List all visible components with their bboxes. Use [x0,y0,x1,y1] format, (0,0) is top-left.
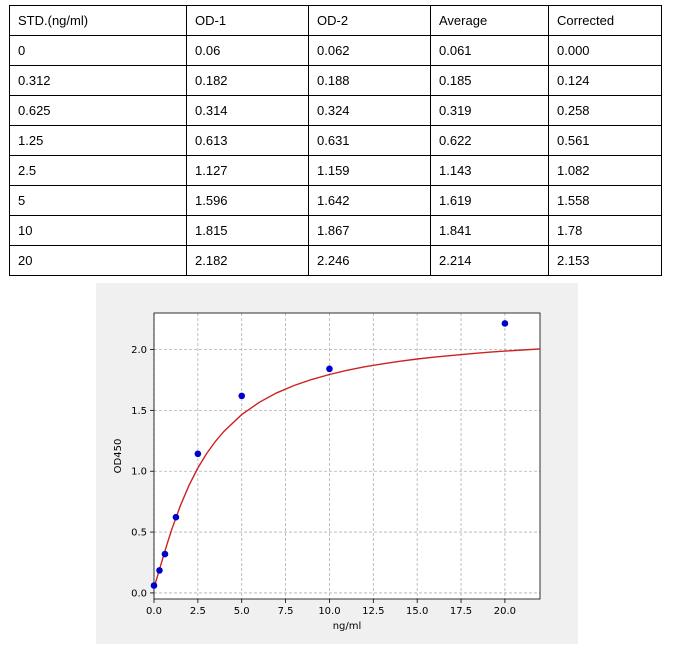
x-tick-label: 10.0 [318,606,340,617]
table-row: 20 2.182 2.246 2.214 2.153 [9,245,662,276]
column-header: STD.(ng/ml) [9,5,187,36]
table-cell: 1.159 [308,155,431,186]
table-cell: 1.082 [548,155,662,186]
table-cell: 1.815 [186,215,309,246]
table-row: 5 1.596 1.642 1.619 1.558 [9,185,662,216]
table-cell: 5 [9,185,187,216]
table-cell: 10 [9,215,187,246]
plot-area [154,313,540,599]
table-cell: 0.622 [430,125,549,156]
table-cell: 1.596 [186,185,309,216]
table-cell: 0.613 [186,125,309,156]
table-cell: 0.062 [308,35,431,66]
table-cell: 20 [9,245,187,276]
table-cell: 2.5 [9,155,187,186]
table-cell: 0.324 [308,95,431,126]
table-cell: 0.314 [186,95,309,126]
data-point [194,450,202,458]
table-cell: 0.625 [9,95,187,126]
x-tick-label: 5.0 [234,606,250,617]
x-tick-label: 17.5 [450,606,472,617]
y-tick-label: 1.5 [131,406,147,417]
column-header: Average [430,5,549,36]
column-header: OD-2 [308,5,431,36]
y-tick-label: 2.0 [131,345,147,356]
table-cell: 0.06 [186,35,309,66]
table-cell: 1.78 [548,215,662,246]
y-tick-label: 0.5 [131,528,147,539]
standard-curve-table: STD.(ng/ml) OD-1 OD-2 Average Corrected 0 0.06… [9,5,662,276]
data-point [326,365,333,373]
column-header: OD-1 [186,5,309,36]
data-point [501,320,509,327]
table-cell: 0.061 [430,35,549,66]
x-tick-label: 15.0 [406,606,428,617]
table-cell: 0.000 [548,35,662,66]
table-cell: 0.319 [430,95,549,126]
chart-panel: 0.0 2.5 5.0 7.5 10.0 12.5 15.0 17.5 20.0 0.0 0.5 1.… [96,283,578,644]
table-row: 0 0.06 0.062 0.061 0.000 [9,35,662,66]
table-cell: 1.25 [9,125,187,156]
table-cell: 0.124 [548,65,662,96]
table-cell: 1.619 [430,185,549,216]
x-axis-label: ng/ml [333,621,362,632]
table-cell: 1.867 [308,215,431,246]
table-cell: 1.143 [430,155,549,186]
table-cell: 0 [9,35,187,66]
table-cell: 1.841 [430,215,549,246]
table-cell: 1.558 [548,185,662,216]
data-point [161,550,169,558]
standard-curve-chart: 0.0 2.5 5.0 7.5 10.0 12.5 15.0 17.5 20.0 0.0 0.5 1.… [113,312,541,632]
table-row: 0.312 0.182 0.188 0.185 0.124 [9,65,662,96]
x-tick-label: 2.5 [190,606,206,617]
fit-curve-line [153,348,541,589]
table-cell: 0.182 [186,65,309,96]
data-point [150,582,158,589]
table-row: 10 1.815 1.867 1.841 1.78 [9,215,662,246]
x-tick-label: 20.0 [494,606,516,617]
table-header-row: STD.(ng/ml) OD-1 OD-2 Average Corrected [9,5,662,36]
table-cell: 0.185 [430,65,549,96]
table-cell: 0.312 [9,65,187,96]
table-cell: 2.153 [548,245,662,276]
data-point [172,513,180,521]
x-tick-label: 0.0 [146,606,162,617]
table-cell: 0.561 [548,125,662,156]
x-tick-label: 7.5 [278,606,294,617]
y-axis-label: OD450 [113,439,124,474]
table-cell: 2.246 [308,245,431,276]
table-row: 0.625 0.314 0.324 0.319 0.258 [9,95,662,126]
plot-frame [153,312,541,600]
data-point [238,392,246,400]
table-cell: 0.258 [548,95,662,126]
x-tick-label: 12.5 [362,606,384,617]
table-row: 2.5 1.127 1.159 1.143 1.082 [9,155,662,186]
table-cell: 1.127 [186,155,309,186]
table-cell: 2.182 [186,245,309,276]
y-tick-label: 0.0 [131,588,147,599]
data-point [156,567,163,574]
table-cell: 0.188 [308,65,431,96]
table-row: 1.25 0.613 0.631 0.622 0.561 [9,125,662,156]
table-cell: 0.631 [308,125,431,156]
table-cell: 1.642 [308,185,431,216]
y-tick-label: 1.0 [131,467,147,478]
table-cell: 2.214 [430,245,549,276]
column-header: Corrected [548,5,662,36]
